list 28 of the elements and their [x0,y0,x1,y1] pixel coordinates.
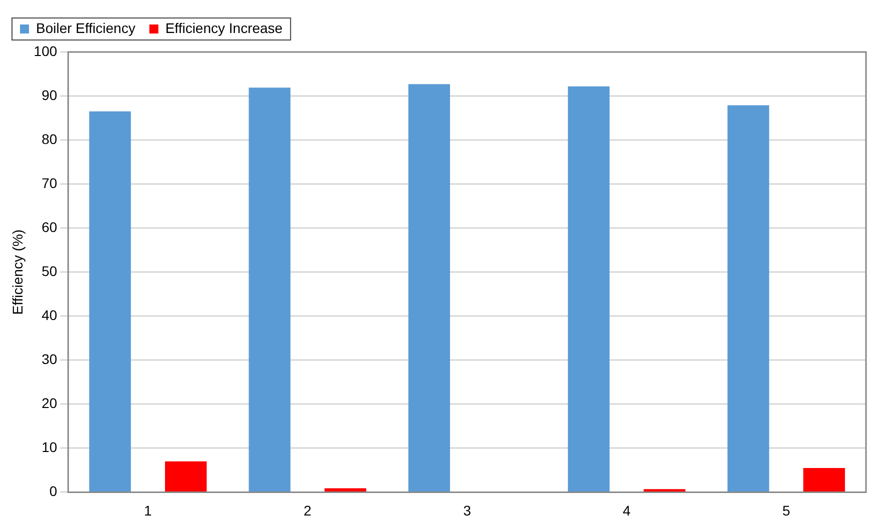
y-tick-label: 90 [42,86,58,103]
y-tick-label: 80 [42,130,58,147]
y-tick-label: 60 [42,218,58,235]
y-tick-label: 50 [42,262,58,279]
bar [727,105,770,492]
bar [164,461,207,492]
legend-label: Boiler Efficiency [36,20,136,36]
y-tick-label: 100 [34,42,58,59]
y-tick-label: 40 [42,306,58,323]
bar [89,111,131,492]
x-tick-label: 3 [463,502,472,518]
x-tick-label: 2 [304,502,312,518]
y-axis-title: Efficiency (%) [9,229,26,315]
bar [568,86,610,492]
y-tick-label: 70 [42,174,58,191]
legend-label: Efficiency Increase [165,20,283,36]
x-tick-label: 5 [782,502,790,518]
bar [408,84,450,492]
bar [644,489,686,492]
x-tick-label: 4 [622,502,631,518]
y-tick-label: 0 [49,483,58,500]
bar [324,488,366,492]
bar [248,88,290,492]
x-tick-label: 1 [144,502,152,518]
y-tick-label: 20 [42,395,58,412]
y-tick-label: 30 [42,351,58,367]
y-tick-label: 10 [42,439,58,456]
bar [803,468,845,492]
